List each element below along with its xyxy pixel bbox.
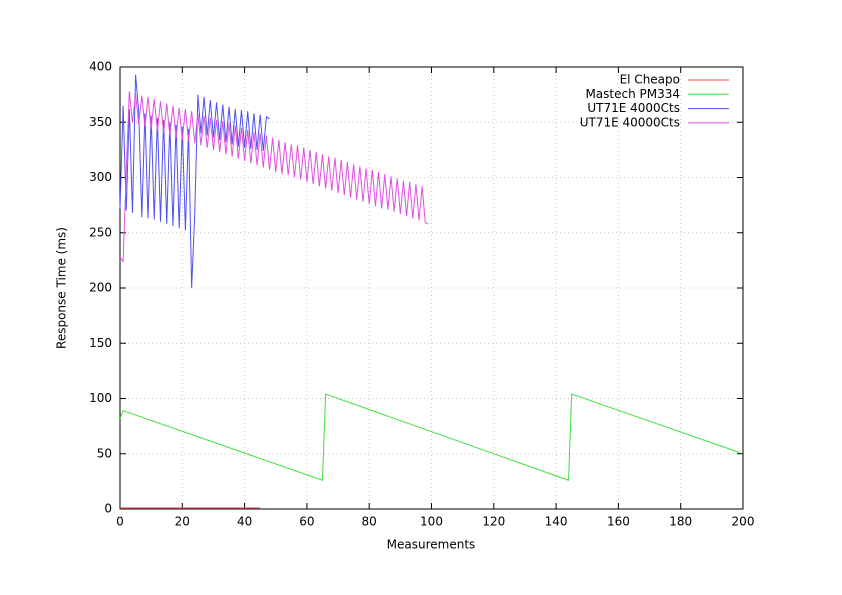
y-tick-label: 0: [104, 502, 112, 516]
x-tick-label: 200: [732, 515, 755, 529]
x-tick-label: 120: [482, 515, 505, 529]
y-tick-label: 350: [89, 115, 112, 129]
y-tick-label: 300: [89, 170, 112, 184]
y-tick-label: 400: [89, 60, 112, 74]
x-tick-label: 80: [362, 515, 377, 529]
x-axis-label: Measurements: [387, 538, 476, 552]
x-tick-label: 40: [237, 515, 252, 529]
legend-label: UT71E 4000Cts: [587, 101, 680, 115]
y-tick-label: 50: [97, 446, 112, 460]
x-tick-label: 60: [299, 515, 314, 529]
x-tick-label: 160: [607, 515, 630, 529]
x-tick-label: 140: [545, 515, 568, 529]
series-line: [119, 393, 741, 481]
legend-label: El Cheapo: [620, 73, 680, 87]
legend-label: Mastech PM334: [585, 87, 680, 101]
y-tick-label: 200: [89, 281, 112, 295]
x-tick-label: 180: [669, 515, 692, 529]
plot-frame: [119, 66, 744, 510]
series-line: [119, 74, 270, 289]
y-tick-label: 250: [89, 225, 112, 239]
x-tick-label: 20: [175, 515, 190, 529]
series-line: [119, 91, 429, 263]
x-tick-label: 100: [420, 515, 443, 529]
y-tick-label: 100: [89, 391, 112, 405]
legend-label: UT71E 40000Cts: [580, 115, 680, 129]
x-tick-label: 0: [116, 515, 124, 529]
y-axis-label: Response Time (ms): [55, 227, 69, 349]
y-tick-label: 150: [89, 336, 112, 350]
